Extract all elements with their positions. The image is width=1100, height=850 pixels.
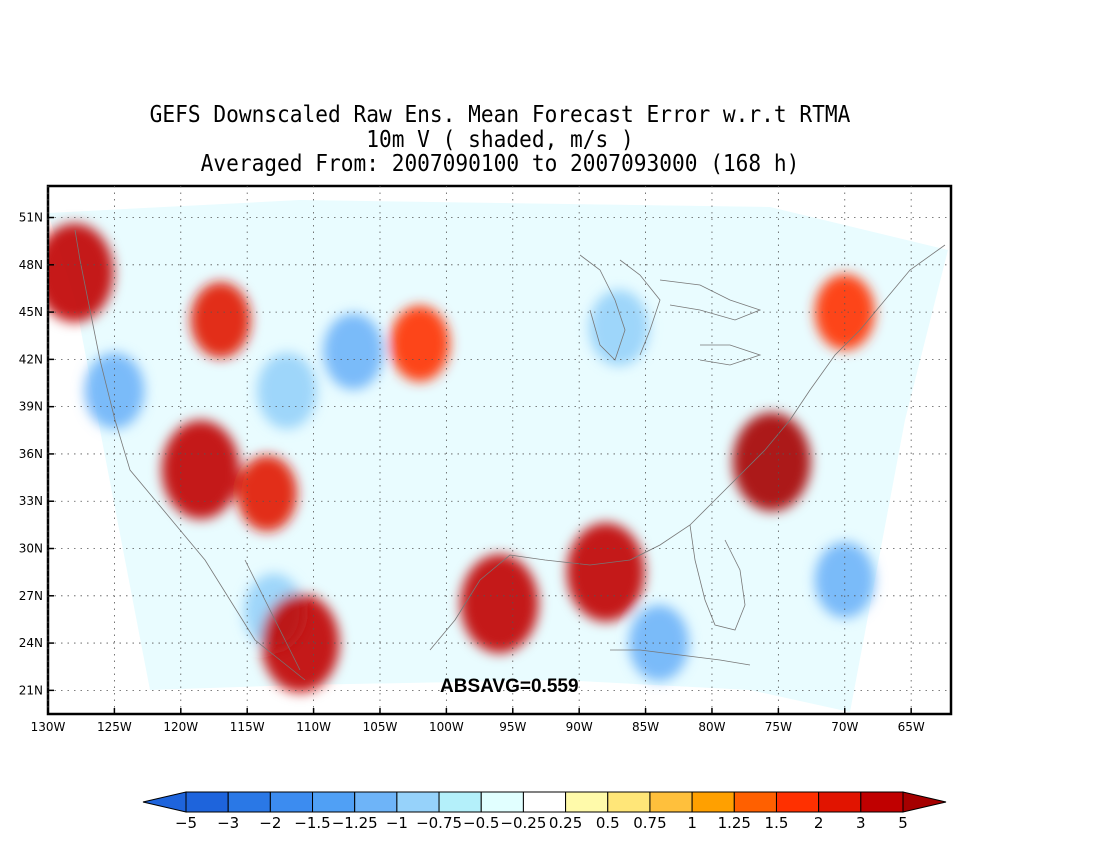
colorbar-label: −0.5 xyxy=(463,814,499,832)
colorbar-label: −5 xyxy=(175,814,197,832)
colorbar-label: 1.25 xyxy=(718,814,751,832)
map-title-line-1: GEFS Downscaled Raw Ens. Mean Forecast E… xyxy=(149,102,851,128)
feature-16 xyxy=(261,593,340,693)
lon-label: 100W xyxy=(429,720,464,734)
lat-label: 45N xyxy=(19,305,43,319)
feature-13 xyxy=(628,605,689,682)
colorbar-box xyxy=(185,791,229,813)
longitude-labels: 130W 125W 120W 115W 110W 105W 100W 95W 90W 85W 80W… xyxy=(31,720,925,734)
lon-label: 70W xyxy=(831,720,858,734)
lat-label: 21N xyxy=(19,683,43,697)
absavg-label: ABSAVG=0.559 xyxy=(440,676,579,697)
shaded-field xyxy=(48,223,875,693)
plot-frame xyxy=(46,184,953,716)
feature-3 xyxy=(237,455,298,532)
feature-8 xyxy=(460,554,539,654)
colorbar-label: 1.5 xyxy=(765,814,789,832)
feature-4 xyxy=(257,352,318,429)
lat-label: 42N xyxy=(19,352,43,366)
colorbar-label: 5 xyxy=(898,814,908,832)
feature-11 xyxy=(814,274,875,351)
feature-2 xyxy=(161,420,240,520)
lat-label: 33N xyxy=(19,494,43,508)
lat-label: 30N xyxy=(19,542,43,556)
feature-5 xyxy=(323,313,384,390)
colorbar-label: −0.75 xyxy=(416,814,462,832)
lon-label: 110W xyxy=(296,720,331,734)
colorbar-box xyxy=(522,791,567,813)
lat-label: 24N xyxy=(19,636,43,650)
colorbar-label: 3 xyxy=(856,814,866,832)
feature-9 xyxy=(566,522,645,622)
lon-label: 80W xyxy=(698,720,725,734)
colorbar-label: 1 xyxy=(687,814,697,832)
lon-label: 105W xyxy=(363,720,398,734)
colorbar-max-arrow xyxy=(902,791,947,813)
lat-label: 39N xyxy=(19,400,43,414)
colorbar-box xyxy=(565,791,609,813)
feature-1 xyxy=(84,352,145,429)
colorbar-min-arrow xyxy=(142,791,187,813)
colorbar-box xyxy=(269,791,314,813)
feature-10 xyxy=(732,412,811,512)
feature-0 xyxy=(48,223,114,323)
lat-label: 27N xyxy=(19,589,43,603)
colorbar-box xyxy=(775,791,820,813)
colorbar-label: −2 xyxy=(259,814,281,832)
lon-label: 95W xyxy=(499,720,526,734)
colorbar-box xyxy=(354,791,398,813)
feature-7 xyxy=(190,281,251,358)
map-title-line-2: 10m V ( shaded, m/s ) xyxy=(366,127,634,153)
colorbar-label: −1.25 xyxy=(332,814,378,832)
lon-label: 125W xyxy=(97,720,132,734)
colorbar-box xyxy=(438,791,482,813)
colorbar-label: 0.75 xyxy=(633,814,666,832)
lat-label: 51N xyxy=(19,211,43,225)
colorbar-box xyxy=(607,791,651,813)
colorbar-label: −3 xyxy=(217,814,239,832)
feature-12 xyxy=(589,289,650,366)
colorbar-box xyxy=(312,791,356,813)
colorbar-box xyxy=(860,791,904,813)
lon-label: 130W xyxy=(31,720,66,734)
colorbar-box xyxy=(227,791,271,813)
lon-label: 65W xyxy=(898,720,925,734)
colorbar-box xyxy=(818,791,862,813)
colorbar-label: 0.5 xyxy=(596,814,620,832)
lon-label: 115W xyxy=(230,720,265,734)
colorbar-label: 2 xyxy=(814,814,824,832)
lon-label: 85W xyxy=(632,720,659,734)
colorbar-label: −1 xyxy=(386,814,408,832)
feature-6 xyxy=(389,305,450,382)
colorbar-box xyxy=(649,791,693,813)
gridlines xyxy=(47,186,951,714)
colorbar-box xyxy=(733,791,777,813)
latitude-labels: 51N 48N 45N 42N 39N 36N 33N 30N 27N 24N 21N xyxy=(19,211,43,698)
colorbar-box xyxy=(396,791,440,813)
colorbar-box xyxy=(691,791,735,813)
lat-label: 36N xyxy=(19,447,43,461)
colorbar-box xyxy=(480,791,524,813)
colorbar-label: 0.25 xyxy=(549,814,582,832)
lon-label: 120W xyxy=(163,720,198,734)
lon-label: 75W xyxy=(765,720,792,734)
lon-label: 90W xyxy=(566,720,593,734)
map-title-line-3: Averaged From: 2007090100 to 2007093000 … xyxy=(200,151,800,177)
lat-label: 48N xyxy=(19,258,43,272)
feature-14 xyxy=(814,542,875,619)
colorbar-label: −1.5 xyxy=(294,814,330,832)
coastline xyxy=(74,229,946,681)
colorbar-label: −0.25 xyxy=(500,814,546,832)
